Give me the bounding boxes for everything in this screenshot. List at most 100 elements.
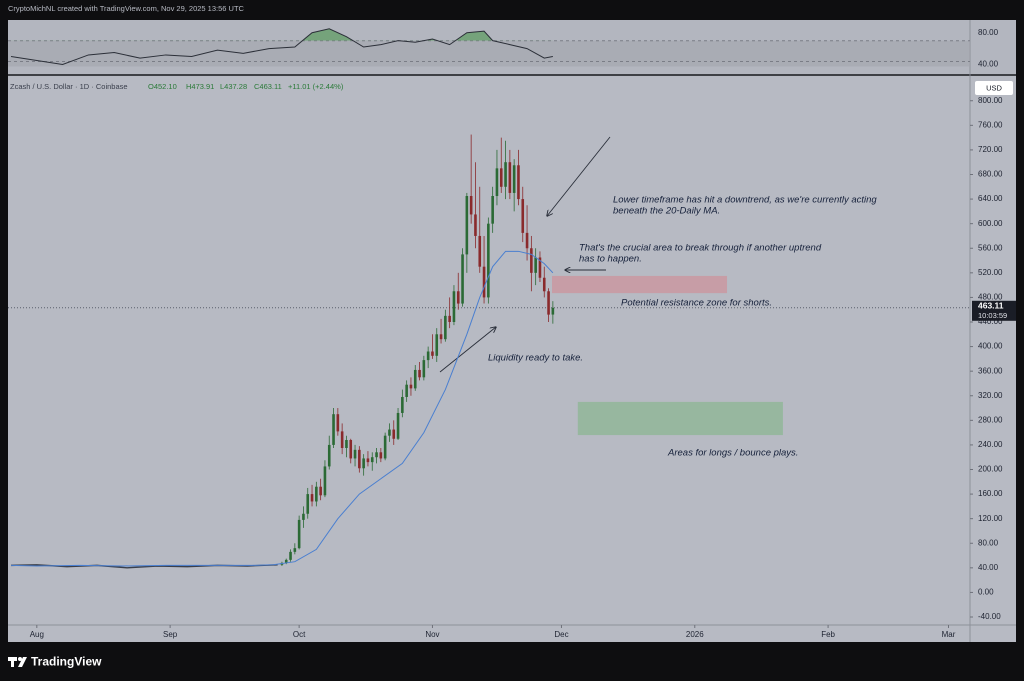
candle-body [512, 165, 516, 193]
candle-body [306, 494, 310, 514]
candle-body [521, 199, 525, 233]
y-tick-label: 600.00 [978, 219, 1003, 228]
candle-body [530, 248, 533, 273]
y-tick-label: 320.00 [978, 391, 1003, 400]
candle-body [482, 266, 486, 298]
candle-body [431, 351, 434, 356]
annotation: Lower timeframe has hit a downtrend, as … [613, 195, 877, 206]
candle-body [401, 396, 404, 413]
y-tick-label: 240.00 [978, 440, 1003, 449]
y-tick-label: 720.00 [978, 145, 1003, 154]
x-tick-label: Feb [821, 630, 835, 639]
candle-body [439, 334, 443, 340]
y-tick-label: -40.00 [978, 612, 1001, 621]
candle-body [353, 449, 357, 459]
y-tick-label: 40.00 [978, 563, 999, 572]
candle-body [452, 291, 456, 322]
candle-body [370, 457, 374, 463]
candle-body [448, 315, 451, 322]
y-tick-label: 480.00 [978, 293, 1003, 302]
price-label: 463.11 [978, 301, 1004, 311]
candle-body [534, 257, 537, 273]
candle-body [388, 429, 391, 436]
candle-body [517, 165, 520, 200]
annotation: beneath the 20-Daily MA. [613, 206, 720, 217]
candle-body [366, 458, 370, 463]
main-panel [8, 76, 1016, 642]
y-tick-label: 640.00 [978, 194, 1003, 203]
plot-area [8, 134, 970, 569]
candle-body [315, 486, 318, 502]
y-tick-label: 680.00 [978, 170, 1003, 179]
ohlc-value: C463.11 [254, 82, 282, 91]
candle-body [469, 196, 473, 215]
candle-body [405, 384, 408, 397]
candle-body [297, 519, 301, 549]
candle-body [383, 435, 387, 459]
y-tick-label: 800.00 [978, 96, 1003, 105]
candle-body [392, 429, 396, 439]
y-tick-label: 200.00 [978, 465, 1003, 474]
annotation: Liquidity ready to take. [488, 353, 583, 364]
annotation: That's the crucial area to break through… [579, 243, 822, 254]
candle-body [525, 232, 529, 249]
candle-body [478, 235, 482, 267]
currency[interactable]: USD [986, 83, 1002, 92]
rsi-tick-label: 80.00 [978, 28, 999, 37]
arrow [547, 136, 611, 216]
countdown: 10:03:59 [978, 311, 1007, 320]
y-tick-label: 560.00 [978, 243, 1003, 252]
x-tick-label: Aug [30, 630, 44, 639]
candle-body [302, 513, 305, 520]
y-tick-label: 520.00 [978, 268, 1003, 277]
candle-body [362, 458, 365, 469]
candle-body [418, 369, 421, 378]
candle-body [319, 486, 322, 496]
price-zone [577, 401, 783, 436]
candle-body [396, 412, 400, 439]
candle-body [551, 307, 555, 315]
ohlc-value: O452.10 [148, 82, 177, 91]
candle-body [542, 277, 546, 292]
candle-body [293, 548, 297, 552]
candle-body [422, 360, 426, 378]
symbol-title: Zcash / U.S. Dollar · 1D · Coinbase [10, 82, 128, 91]
annotation: Areas for longs / bounce plays. [667, 448, 798, 459]
candle-body [284, 559, 288, 563]
price-zone [552, 275, 728, 294]
candle-body [444, 315, 447, 340]
candle-body [332, 414, 335, 445]
annotation: has to happen. [579, 254, 642, 265]
credit: CryptoMichNL created with TradingView.co… [8, 4, 245, 13]
x-tick-label: Oct [293, 630, 306, 639]
candle-body [327, 444, 331, 467]
y-tick-label: 160.00 [978, 489, 1003, 498]
candle-body [409, 384, 413, 389]
y-tick-label: 280.00 [978, 415, 1003, 424]
candle-body [358, 449, 361, 469]
candle-body [289, 551, 292, 560]
y-tick-label: 0.00 [978, 588, 994, 597]
ohlc-value: H473.91 [186, 82, 214, 91]
arrow [439, 327, 496, 373]
moving-average [10, 250, 554, 567]
candle-body [345, 440, 348, 448]
candle-body [375, 452, 378, 458]
candle-body [499, 168, 503, 187]
candle-body [456, 291, 460, 304]
price-label-box [972, 300, 1016, 321]
logo[interactable]: TradingView [8, 655, 102, 669]
x-tick-label: Mar [942, 630, 956, 639]
candle-body [474, 214, 477, 236]
candle-body [379, 452, 383, 459]
candle-body [508, 162, 512, 193]
rsi-band [8, 40, 970, 67]
x-tick-label: Dec [554, 630, 568, 639]
candle-body [340, 431, 344, 448]
ohlc-value: L437.28 [220, 82, 247, 91]
candle-body [465, 196, 469, 255]
y-tick-label: 400.00 [978, 342, 1003, 351]
candle-body [538, 257, 542, 278]
candle-body [461, 254, 464, 304]
